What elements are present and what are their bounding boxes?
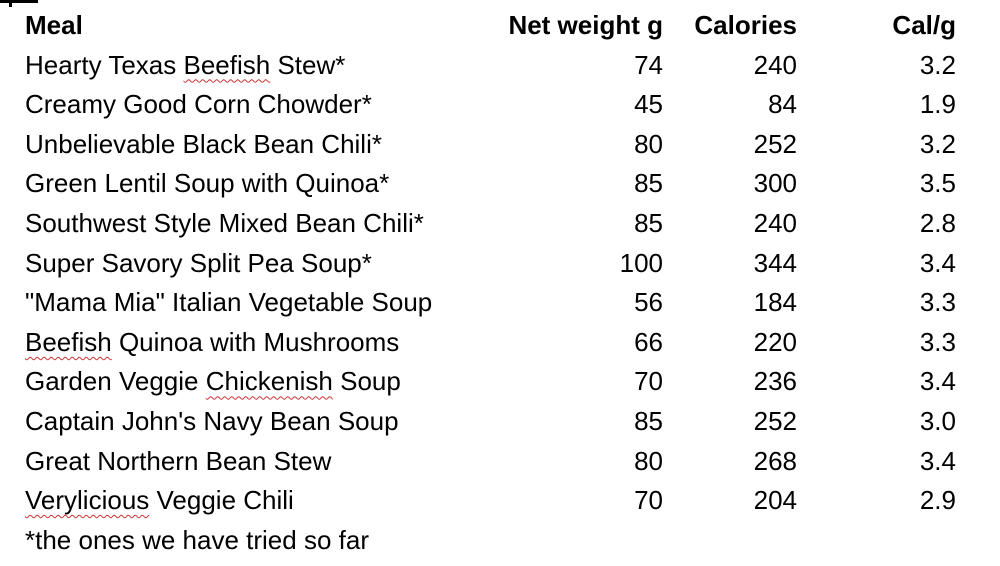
cal-per-g-cell: 2.8 — [919, 207, 956, 238]
cal-per-g-cell: 3.4 — [919, 366, 956, 397]
meal-text: Soup — [332, 366, 401, 397]
calories-cell: 240 — [753, 49, 797, 80]
meal-text: Captain John's Navy Bean Soup — [25, 405, 399, 436]
meal-text: Creamy Good Corn Chowder* — [25, 89, 372, 120]
calories-cell: 184 — [753, 287, 797, 318]
table-row: Great Northern Bean Stew 80 268 3.4 — [25, 442, 956, 482]
meal-cell: Beefish Quinoa with Mushrooms — [25, 323, 500, 363]
misspelled-word: Beefish — [183, 49, 271, 80]
meal-cell: Super Savory Split Pea Soup* — [25, 244, 500, 284]
text-cursor-artifact — [9, 0, 12, 7]
calories-cell: 252 — [753, 405, 797, 436]
cal-per-g-cell: 3.0 — [919, 405, 956, 436]
calories-cell: 240 — [753, 207, 797, 238]
cal-per-g-cell: 1.9 — [919, 89, 956, 120]
calories-cell: 84 — [768, 89, 797, 120]
table-row: Green Lentil Soup with Quinoa* 85 300 3.5 — [25, 164, 956, 204]
meal-cell: Creamy Good Corn Chowder* — [25, 85, 500, 125]
net-weight-cell: 80 — [634, 445, 663, 476]
misspelled-word: Chickenish — [205, 366, 333, 397]
net-weight-cell: 85 — [634, 207, 663, 238]
calories-cell: 220 — [753, 326, 797, 357]
meal-text: Stew* — [270, 49, 346, 80]
meal-text: Great Northern Bean Stew — [25, 445, 332, 476]
meal-text: Unbelievable Black Bean Chili* — [25, 128, 382, 159]
meal-text: Quinoa with Mushrooms — [111, 326, 400, 357]
table-row: Beefish Quinoa with Mushrooms 66 220 3.3 — [25, 323, 956, 363]
table-row: Southwest Style Mixed Bean Chili* 85 240 2.… — [25, 204, 956, 244]
meal-text: Veggie Chili — [149, 485, 294, 516]
net-weight-cell: 66 — [634, 326, 663, 357]
cal-per-g-cell: 3.4 — [919, 445, 956, 476]
net-weight-cell: 70 — [634, 485, 663, 516]
meal-nutrition-table: Meal Net weight g Calories Cal/g Hearty … — [25, 6, 956, 560]
meal-cell: Captain John's Navy Bean Soup — [25, 402, 500, 442]
calories-cell: 268 — [753, 445, 797, 476]
calories-cell: 300 — [753, 168, 797, 199]
cal-per-g-cell: 3.2 — [919, 128, 956, 159]
table-row: Super Savory Split Pea Soup* 100 344 3.4 — [25, 244, 956, 284]
calories-cell: 204 — [753, 485, 797, 516]
meal-cell: "Mama Mia" Italian Vegetable Soup — [25, 283, 500, 323]
table-row: "Mama Mia" Italian Vegetable Soup 56 184 3.… — [25, 283, 956, 323]
table-row: Garden Veggie Chickenish Soup 70 236 3.4 — [25, 362, 956, 402]
net-weight-cell: 70 — [634, 366, 663, 397]
meal-cell: Hearty Texas Beefish Stew* — [25, 46, 500, 86]
footnote: *the ones we have tried so far — [25, 524, 369, 555]
net-weight-cell: 100 — [619, 247, 663, 278]
net-weight-cell: 85 — [634, 168, 663, 199]
meal-text: Green Lentil Soup with Quinoa* — [25, 168, 390, 199]
net-weight-cell: 80 — [634, 128, 663, 159]
net-weight-cell: 56 — [634, 287, 663, 318]
column-header-cal-per-g: Cal/g — [892, 10, 956, 40]
cal-per-g-cell: 3.5 — [919, 168, 956, 199]
meal-text: "Mama Mia" Italian Vegetable Soup — [25, 287, 433, 318]
meal-cell: Verylicious Veggie Chili — [25, 481, 500, 521]
table-row: Hearty Texas Beefish Stew* 74 240 3.2 — [25, 46, 956, 86]
table-row: Verylicious Veggie Chili 70 204 2.9 — [25, 481, 956, 521]
cal-per-g-cell: 3.3 — [919, 326, 956, 357]
column-header-meal: Meal — [25, 10, 83, 40]
meal-text: Super Savory Split Pea Soup* — [25, 247, 372, 278]
cal-per-g-cell: 2.9 — [919, 485, 956, 516]
meal-text: Garden Veggie — [25, 366, 206, 397]
table-header-row: Meal Net weight g Calories Cal/g — [25, 6, 956, 46]
net-weight-cell: 45 — [634, 89, 663, 120]
meal-cell: Southwest Style Mixed Bean Chili* — [25, 204, 500, 244]
net-weight-cell: 85 — [634, 405, 663, 436]
calories-cell: 344 — [753, 247, 797, 278]
calories-cell: 252 — [753, 128, 797, 159]
meal-cell: Unbelievable Black Bean Chili* — [25, 125, 500, 165]
table-row: Creamy Good Corn Chowder* 45 84 1.9 — [25, 85, 956, 125]
calories-cell: 236 — [753, 366, 797, 397]
misspelled-word: Beefish — [25, 326, 112, 357]
column-header-calories: Calories — [694, 10, 797, 40]
cal-per-g-cell: 3.3 — [919, 287, 956, 318]
meal-cell: Green Lentil Soup with Quinoa* — [25, 164, 500, 204]
table-row: Captain John's Navy Bean Soup 85 252 3.0 — [25, 402, 956, 442]
table-row: Unbelievable Black Bean Chili* 80 252 3.2 — [25, 125, 956, 165]
cal-per-g-cell: 3.2 — [919, 49, 956, 80]
table-body: Hearty Texas Beefish Stew* 74 240 3.2 Creamy… — [25, 46, 956, 521]
column-header-net-weight: Net weight g — [508, 10, 663, 40]
cal-per-g-cell: 3.4 — [919, 247, 956, 278]
meal-text: Hearty Texas — [25, 49, 184, 80]
corner-bar-artifact — [0, 0, 38, 3]
misspelled-word: Verylicious — [25, 485, 150, 516]
meal-text: Southwest Style Mixed Bean Chili* — [25, 207, 424, 238]
meal-cell: Great Northern Bean Stew — [25, 442, 500, 482]
meal-cell: Garden Veggie Chickenish Soup — [25, 362, 500, 402]
net-weight-cell: 74 — [634, 49, 663, 80]
